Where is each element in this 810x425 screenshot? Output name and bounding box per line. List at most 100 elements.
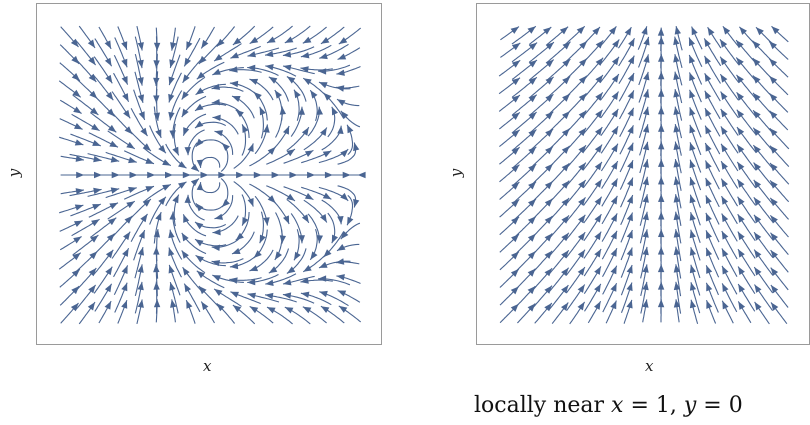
streamline-arrow-icon [738,249,745,258]
streamline-arrow-icon [595,75,603,84]
streamline-arrow-icon [274,90,282,99]
streamline-arrow-icon [769,145,778,154]
streamline-arrow-icon [138,230,145,239]
streamline-arrow-icon [110,156,120,163]
streamline-arrow-icon [249,36,259,44]
streamline-arrow-icon [105,249,114,259]
streamline-arrow-icon [737,179,745,188]
streamline-arrow-icon [106,233,115,242]
streamline-arrow-icon [168,229,175,239]
streamline-arrow-icon [643,36,650,46]
streamline-arrow-icon [769,41,777,50]
streamline-arrow-icon [689,37,695,47]
streamline-arrow-icon [611,91,619,100]
streamline-arrow-icon [335,85,345,92]
streamline-arrow-icon [642,264,649,273]
streamline-arrow-icon [128,157,137,164]
streamline-arrow-icon [70,38,79,47]
streamline-arrow-icon [316,235,323,244]
streamline-arrow-icon [643,54,650,63]
streamline-arrow-icon [158,196,166,205]
streamline-arrow-icon [169,211,176,220]
streamline-arrow-icon [673,141,680,150]
streamline-arrow-icon [736,57,744,66]
streamline-arrow-icon [673,281,681,291]
streamline-arrow-icon [627,142,634,152]
streamline-arrow-icon [247,143,254,152]
streamline-arrow-icon [756,27,764,36]
left-stream-plot [36,3,382,345]
streamline-arrow-icon [673,36,680,46]
streamline-arrow-icon [337,99,346,106]
streamline-arrow-icon [689,89,696,99]
streamline-arrow-icon [320,127,327,136]
streamline-arrow-icon [626,195,633,204]
streamline-arrow-icon [104,301,112,310]
streamline-arrow-icon [545,129,554,137]
streamline-arrow-icon [75,188,84,195]
streamline-arrow-icon [610,248,617,257]
streamline-arrow-icon [168,111,175,121]
streamline-arrow-icon [195,87,204,95]
streamline-arrow-icon [73,106,82,114]
streamline-arrow-icon [642,281,649,291]
streamline-arrow-icon [754,232,762,241]
streamline-arrow-icon [211,260,221,267]
streamline-arrow-icon [578,75,587,84]
streamline-arrow-icon [286,193,295,201]
streamline-arrow-icon [643,106,650,116]
streamline-arrow-icon [722,26,731,35]
streamline-arrow-icon [137,42,144,51]
streamline-arrow-icon [222,143,230,151]
streamline-arrow-icon [673,229,680,238]
streamline-arrow-icon [253,250,262,258]
streamline-arrow-icon [105,74,113,84]
streamline-arrow-icon [528,164,537,172]
streamline-arrow-icon [340,230,349,240]
caption-eq-x: = 1, [623,393,684,418]
streamline-arrow-icon [93,155,102,163]
streamline-arrow-icon [253,92,262,100]
streamline-arrow-icon [106,108,115,117]
streamline-arrow-icon [169,282,176,291]
streamline-arrow-icon [108,124,117,133]
streamline-arrow-icon [704,55,711,65]
streamline-arrow-icon [544,303,552,312]
streamline-arrow-icon [109,140,118,148]
streamline-arrow-icon [769,76,778,84]
streamline-arrow-icon [704,38,711,47]
streamline-arrow-icon [561,180,570,189]
streamline-arrow-icon [310,251,318,260]
streamline-arrow-icon [181,108,189,118]
streamline-arrow-icon [320,306,330,313]
streamline-arrow-icon [511,164,520,173]
streamline-arrow-icon [626,212,633,222]
streamline-arrow-icon [673,299,681,308]
streamline-arrow-icon [195,203,204,212]
streamline-arrow-icon [610,265,617,275]
streamline-arrow-icon [511,112,520,120]
streamline-arrow-icon [88,284,96,294]
streamline-arrow-icon [543,27,552,35]
streamline-arrow-icon [528,77,537,85]
streamline-arrow-icon [595,92,603,101]
streamline-arrow-icon [673,246,681,256]
streamline-arrow-icon [259,234,266,244]
streamline-arrow-icon [71,55,80,64]
streamline-arrow-icon [184,194,191,203]
streamline-arrow-icon [88,268,97,277]
streamline-arrow-icon [528,146,537,155]
streamline-arrow-icon [578,93,587,102]
streamline-arrow-icon [87,302,95,311]
streamline-arrow-icon [594,249,602,258]
streamline-arrow-icon [286,76,296,84]
streamline-arrow-icon [88,73,97,82]
streamline-arrow-icon [595,109,603,119]
streamline-arrow-icon [511,251,519,260]
streamline-arrow-icon [195,239,204,247]
streamline-arrow-icon [186,300,193,309]
streamline-arrow-icon [353,198,360,208]
streamline-arrow-icon [300,277,309,284]
streamline-arrow-icon [230,52,239,59]
streamline-arrow-icon [162,159,171,166]
